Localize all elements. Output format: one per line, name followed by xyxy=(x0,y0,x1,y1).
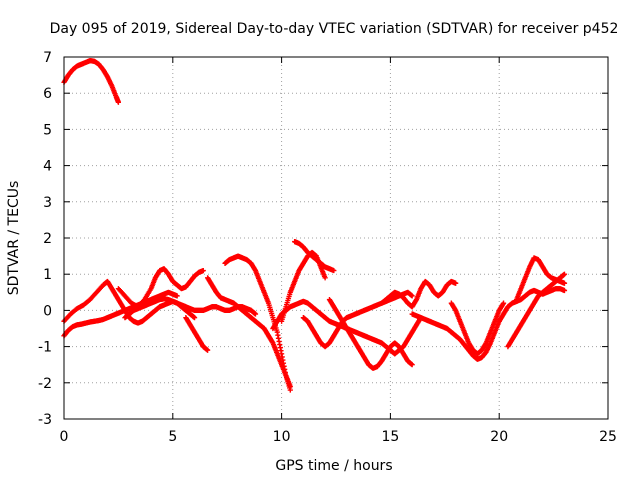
x-tick-label: 0 xyxy=(60,429,69,445)
y-tick-labels: -3 -2 -1 0 1 2 3 4 5 6 7 xyxy=(38,50,52,428)
y-tick-label: 0 xyxy=(43,303,52,319)
data-point xyxy=(205,347,211,353)
data-point xyxy=(200,267,206,274)
series-arc-16 xyxy=(448,300,507,357)
y-tick-label: -2 xyxy=(38,376,52,392)
data-point xyxy=(409,293,415,299)
y-tick-label: -1 xyxy=(38,340,52,356)
data-point xyxy=(561,287,568,294)
series-arc-8 xyxy=(205,275,293,393)
y-tick-label: 5 xyxy=(43,122,52,138)
y-axis-label: SDTVAR / TECUs xyxy=(6,181,22,296)
data-point xyxy=(453,280,459,286)
series-arc-10 xyxy=(279,249,328,324)
data-point xyxy=(409,362,415,368)
data-point xyxy=(500,300,507,306)
series-arc-11 xyxy=(292,239,337,274)
series-arc-6 xyxy=(183,315,211,353)
data-point xyxy=(287,387,293,393)
data-point xyxy=(174,293,180,299)
data-point xyxy=(191,315,198,321)
series-arc-1 xyxy=(61,58,121,105)
data-points xyxy=(61,58,568,393)
grid xyxy=(64,57,608,419)
x-tick-label: 5 xyxy=(168,429,177,445)
y-tick-label: 1 xyxy=(43,267,52,283)
y-tick-label: 2 xyxy=(43,231,52,247)
x-tick-labels: 0 5 10 15 20 25 xyxy=(60,429,617,445)
x-tick-label: 25 xyxy=(599,429,617,445)
series-arc-12 xyxy=(300,289,415,350)
data-point xyxy=(252,311,259,317)
y-tick-label: 3 xyxy=(43,195,52,211)
series-arc-4 xyxy=(115,266,206,310)
series-arc-14 xyxy=(379,278,459,310)
x-tick-label: 15 xyxy=(381,429,399,445)
series-arc-15 xyxy=(409,311,502,362)
x-axis-label: GPS time / hours xyxy=(275,458,392,474)
data-point xyxy=(561,280,568,286)
y-tick-label: 6 xyxy=(43,86,52,102)
y-tick-label: 7 xyxy=(43,50,52,66)
axis-ticks xyxy=(63,56,609,420)
series-arc-5 xyxy=(122,296,259,321)
data-point xyxy=(322,275,328,281)
x-tick-label: 20 xyxy=(490,429,508,445)
y-tick-label: -3 xyxy=(38,412,52,428)
series-arc-19 xyxy=(514,255,568,303)
data-point xyxy=(561,271,568,277)
chart-title: Day 095 of 2019, Sidereal Day-to-day VTE… xyxy=(50,21,619,37)
x-tick-label: 10 xyxy=(273,429,291,445)
y-tick-label: 4 xyxy=(43,159,52,175)
series-arc-13 xyxy=(326,296,415,371)
data-point xyxy=(115,99,121,105)
data-point xyxy=(331,267,337,274)
